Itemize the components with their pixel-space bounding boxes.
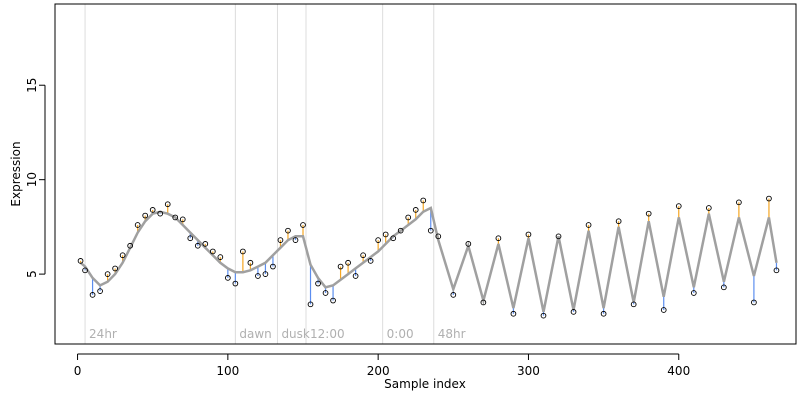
data-point (270, 263, 276, 270)
data-point (209, 248, 216, 255)
data-point (495, 235, 502, 242)
data-point (82, 267, 88, 274)
data-point (751, 299, 757, 306)
marker-label: 0:00 (387, 327, 414, 341)
data-point (345, 259, 351, 266)
data-point (435, 233, 442, 240)
data-point (721, 284, 727, 291)
data-point (427, 227, 434, 234)
data-point (255, 273, 261, 279)
data-point (690, 290, 697, 296)
data-point (510, 310, 517, 317)
data-point (397, 227, 404, 234)
x-tick-label: 100 (216, 364, 239, 378)
x-axis-label: Sample index (384, 377, 466, 391)
data-point (390, 235, 397, 242)
data-point (705, 205, 712, 211)
data-point (766, 195, 772, 202)
data-point (112, 265, 118, 272)
data-point (570, 309, 577, 315)
data-point (194, 242, 201, 249)
data-point (660, 307, 667, 313)
data-point (367, 258, 374, 264)
marker-labels: 24hr dawn dusk 12:00 0:00 48hr (89, 327, 466, 341)
data-point (164, 201, 171, 208)
data-point (187, 235, 194, 242)
data-point (600, 310, 607, 317)
data-point (375, 237, 382, 243)
y-axis: 5 10 15 (25, 78, 46, 278)
y-tick-label: 5 (25, 270, 39, 278)
data-point (645, 210, 652, 217)
data-point (300, 222, 306, 228)
data-point (202, 241, 209, 247)
data-point (89, 292, 96, 298)
plot-frame (54, 3, 797, 345)
x-tick-label: 200 (367, 364, 390, 378)
data-point (480, 299, 487, 306)
data-point (157, 210, 164, 217)
data-point (127, 242, 134, 249)
y-axis-label: Expression (9, 141, 23, 206)
data-point (360, 252, 366, 259)
data-point (224, 275, 231, 281)
x-tick-label: 0 (74, 364, 82, 378)
data-point (262, 271, 269, 277)
data-point (149, 207, 156, 213)
data-point (240, 248, 246, 255)
data-point (773, 267, 780, 274)
data-point (292, 237, 299, 243)
data-point (540, 312, 547, 319)
data-point (285, 227, 291, 234)
data-point (217, 254, 224, 260)
y-tick-label: 10 (25, 172, 39, 187)
marker-label: 12:00 (310, 327, 345, 341)
data-points (77, 195, 780, 319)
data-point (330, 297, 336, 304)
y-tick-label: 15 (25, 78, 39, 93)
data-point (736, 199, 742, 206)
data-point (555, 233, 562, 240)
data-point (134, 222, 141, 228)
marker-lines (84, 4, 435, 344)
data-point (322, 290, 329, 296)
data-point (307, 301, 314, 308)
data-point (465, 241, 472, 247)
data-point (420, 197, 427, 204)
data-point (232, 280, 239, 287)
data-point (615, 218, 622, 225)
data-point (315, 280, 321, 287)
marker-label: 48hr (438, 327, 466, 341)
data-point (247, 259, 254, 266)
data-point (450, 292, 457, 298)
data-point (119, 252, 126, 259)
fit-line (79, 206, 778, 313)
data-point (382, 231, 389, 238)
data-point (104, 271, 111, 277)
marker-label: dawn (239, 327, 271, 341)
data-point (525, 231, 532, 238)
x-tick-label: 300 (517, 364, 540, 378)
data-point (97, 288, 103, 294)
data-point (172, 214, 179, 221)
data-point (405, 214, 412, 221)
data-point (142, 212, 149, 219)
x-tick-label: 400 (667, 364, 690, 378)
data-point (77, 258, 84, 264)
data-point (630, 301, 637, 308)
data-point (337, 263, 344, 270)
data-point (585, 222, 592, 228)
data-point (277, 237, 284, 243)
data-point (352, 273, 359, 279)
data-point (179, 216, 186, 223)
data-point (412, 207, 419, 213)
marker-label: dusk (281, 327, 309, 341)
x-axis: 0 100 200 300 400 (74, 353, 690, 378)
data-point (675, 203, 682, 209)
marker-label: 24hr (89, 327, 117, 341)
